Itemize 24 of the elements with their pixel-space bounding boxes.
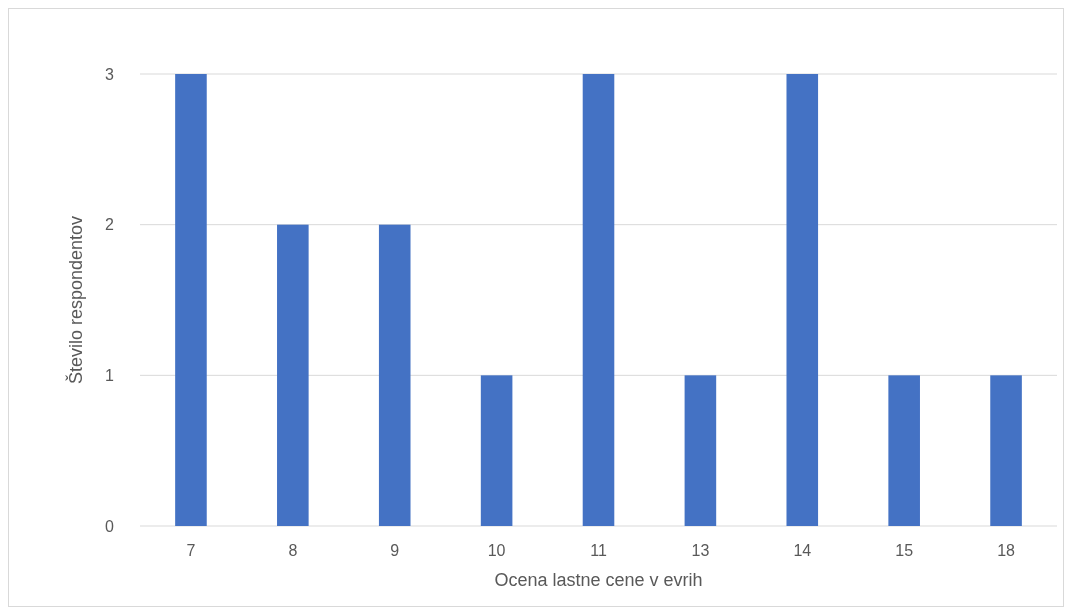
- bar: [480, 375, 513, 526]
- x-tick-label: 10: [487, 542, 506, 559]
- y-tick-label: 1: [105, 366, 115, 384]
- bar: [990, 375, 1022, 526]
- y-tick-label: 3: [105, 65, 115, 83]
- bar: [786, 74, 819, 526]
- bar: [378, 224, 411, 526]
- x-tick-label: 8: [288, 542, 298, 559]
- x-tick-label: 11: [590, 542, 607, 559]
- x-tick-label: 14: [793, 542, 812, 559]
- y-tick-label: 0: [105, 517, 115, 535]
- x-axis-title: Ocena lastne cene v evrih: [494, 570, 703, 590]
- y-tick-label: 2: [105, 216, 115, 234]
- bar: [888, 375, 920, 526]
- y-axis-title: Število respondentov: [65, 215, 86, 385]
- x-tick-label: 18: [997, 542, 1016, 559]
- x-tick-label: 7: [186, 542, 196, 559]
- x-tick-label: 9: [390, 542, 400, 559]
- bar: [277, 224, 309, 526]
- x-tick-label: 13: [691, 542, 710, 559]
- x-tick-label: 15: [895, 542, 914, 559]
- bar: [175, 74, 207, 526]
- bar: [684, 375, 717, 526]
- bar: [582, 74, 615, 526]
